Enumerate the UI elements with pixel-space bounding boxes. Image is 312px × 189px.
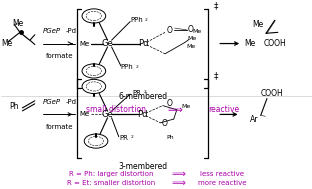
Text: ⟹: ⟹	[168, 105, 183, 115]
Text: Ge: Ge	[102, 110, 114, 119]
Text: Me: Me	[244, 39, 256, 48]
Text: O: O	[166, 99, 172, 108]
Text: Me: Me	[80, 41, 90, 46]
Text: Me: Me	[80, 111, 90, 117]
Text: ‡: ‡	[213, 71, 218, 80]
Text: COOH: COOH	[264, 39, 287, 48]
Text: ⟹: ⟹	[171, 178, 185, 188]
Text: 6-membered: 6-membered	[118, 92, 167, 101]
Text: O: O	[162, 119, 167, 128]
Text: PGeP: PGeP	[42, 99, 61, 105]
Text: Ge: Ge	[102, 39, 114, 48]
Text: PGeP: PGeP	[42, 28, 61, 34]
Text: less reactive: less reactive	[200, 171, 244, 177]
Text: 3-membered: 3-membered	[118, 162, 167, 171]
Text: more reactive: more reactive	[197, 180, 246, 186]
Text: ‡: ‡	[213, 1, 218, 10]
Text: Ph: Ph	[9, 102, 18, 112]
Text: PPh: PPh	[130, 17, 143, 23]
Text: Me: Me	[188, 36, 197, 41]
Text: ⟹: ⟹	[171, 169, 185, 179]
Text: reactive: reactive	[208, 105, 239, 114]
Text: Me: Me	[252, 20, 263, 29]
Text: Ar: Ar	[250, 115, 259, 124]
Text: $_2$: $_2$	[135, 64, 139, 71]
Text: O: O	[187, 25, 193, 34]
Text: COOH: COOH	[261, 89, 284, 98]
Text: -Pd: -Pd	[66, 28, 77, 34]
Text: O: O	[167, 26, 173, 35]
Text: $_2$: $_2$	[143, 89, 147, 96]
Text: PPh: PPh	[121, 64, 134, 70]
Text: Pd: Pd	[138, 39, 149, 48]
Text: PR: PR	[132, 90, 141, 96]
Text: Ph: Ph	[167, 135, 174, 140]
Text: Me: Me	[13, 19, 24, 28]
Text: -Pd: -Pd	[66, 99, 77, 105]
Text: Me: Me	[186, 44, 195, 49]
Text: formate: formate	[46, 53, 73, 59]
Text: Me: Me	[182, 105, 191, 109]
Text: Pd: Pd	[137, 110, 148, 119]
Text: PR: PR	[119, 135, 129, 141]
Text: R = Ph: larger distortion: R = Ph: larger distortion	[69, 171, 154, 177]
Text: Me: Me	[1, 39, 12, 48]
Text: small distortion: small distortion	[86, 105, 146, 114]
Text: $_2$: $_2$	[144, 17, 149, 24]
Text: formate: formate	[46, 124, 73, 129]
Text: $_2$: $_2$	[130, 134, 134, 141]
Text: R = Et: smaller distortion: R = Et: smaller distortion	[67, 180, 156, 186]
Text: Me: Me	[193, 29, 202, 34]
